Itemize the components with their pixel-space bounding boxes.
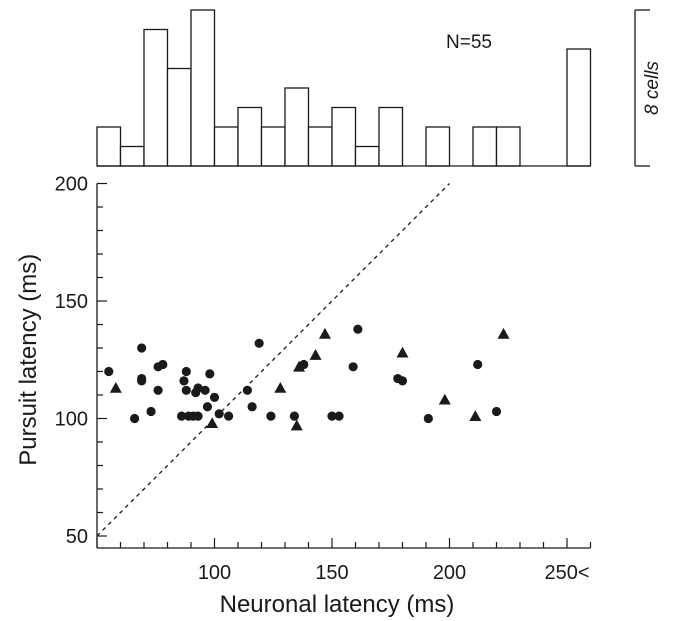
histogram-bar — [425, 126, 451, 167]
scale-bar-label: 8 cells — [642, 61, 663, 115]
unity-reference-line — [96, 183, 450, 537]
scatter-point-circle — [334, 411, 344, 421]
histogram-bar — [566, 48, 592, 167]
scatter-point-circle — [200, 385, 210, 395]
scatter-point-circle — [266, 411, 276, 421]
histogram-bar — [143, 28, 169, 167]
scatter-point-circle — [181, 385, 191, 395]
scatter-point-circle — [289, 411, 299, 421]
scatter-point-circle — [397, 376, 408, 386]
y-tick-label: 150 — [55, 291, 88, 313]
x-tick-label: 200 — [433, 562, 466, 584]
scatter-point-circle — [247, 402, 257, 412]
scatter-point-triangle — [206, 417, 219, 428]
scatter-point-circle — [193, 411, 203, 421]
y-axis-title: Pursuit latency (ms) — [15, 254, 42, 466]
scatter-point-circle — [177, 411, 187, 421]
histogram-bar — [495, 126, 521, 167]
scatter-point-circle — [473, 359, 483, 370]
scatter-point-circle — [146, 406, 156, 417]
histogram-bar — [307, 126, 333, 167]
scatter-point-circle — [254, 338, 264, 348]
x-tick-label: 250< — [544, 562, 589, 584]
scatter-point-circle — [130, 413, 140, 424]
scatter-point-circle — [491, 406, 502, 417]
scatter-point-triangle — [309, 349, 322, 360]
tick-labels: 100 150 200 250< 50 100 150 200 — [55, 174, 590, 585]
scatter-point-circle — [179, 376, 189, 386]
scatter-point-triangle — [318, 327, 331, 339]
scatter-point-circle — [353, 324, 363, 334]
scatter-point-triangle — [109, 381, 122, 393]
scatter-point-circle — [137, 376, 147, 386]
y-tick-label: 200 — [55, 174, 88, 196]
scatter-point-circle — [209, 392, 220, 402]
scatter-point-circle — [153, 385, 163, 395]
scatter-point-triangle — [396, 346, 409, 358]
y-tick-label: 100 — [55, 409, 88, 431]
histogram-bar — [354, 145, 380, 167]
histogram-bar — [284, 87, 310, 167]
histogram-bar — [260, 126, 286, 167]
scatter-axes — [96, 182, 592, 549]
histogram-bar — [472, 126, 498, 167]
scatter-point-circle — [193, 383, 203, 393]
scatter-point-circle — [214, 409, 224, 419]
scatter-point-circle — [104, 366, 114, 377]
histogram-bar — [237, 106, 263, 167]
scatter-point-circle — [224, 411, 234, 421]
y-tick-label: 50 — [66, 526, 88, 548]
x-tick-label: 100 — [198, 562, 231, 584]
scatter-point-circle — [181, 366, 191, 377]
histogram-bar — [213, 126, 239, 167]
scatter-point-triangle — [438, 393, 451, 405]
histogram-bar — [190, 9, 216, 167]
scatter-point-triangle — [293, 360, 306, 372]
scatter-point-triangle — [290, 419, 303, 431]
scatter-point-circle — [137, 343, 147, 353]
scatter-point-triangle — [469, 410, 482, 421]
scatter-point-circle — [348, 362, 358, 372]
scatter-point-circle — [158, 359, 168, 370]
x-axis-title: Neuronal latency (ms) — [220, 591, 455, 618]
scatter-point-triangle — [274, 381, 287, 393]
histogram-bar — [96, 126, 122, 167]
scatter-point-circle — [205, 369, 215, 379]
scatter-point-circle — [242, 385, 252, 395]
histogram-bar — [331, 106, 357, 167]
histogram-bar — [119, 145, 145, 167]
histogram-scale-bar — [634, 9, 650, 167]
histogram-bar — [166, 67, 192, 167]
x-tick-label: 150 — [315, 562, 348, 584]
scatter-point-circle — [327, 411, 337, 421]
histogram-bars — [96, 9, 592, 167]
scatter-point-triangle — [497, 327, 510, 339]
scatter-points — [104, 324, 510, 431]
histogram-bar — [378, 106, 404, 167]
scatter-point-circle — [202, 402, 213, 412]
scatter-point-circle — [423, 413, 433, 424]
histogram-count-annotation: N=55 — [446, 32, 492, 53]
